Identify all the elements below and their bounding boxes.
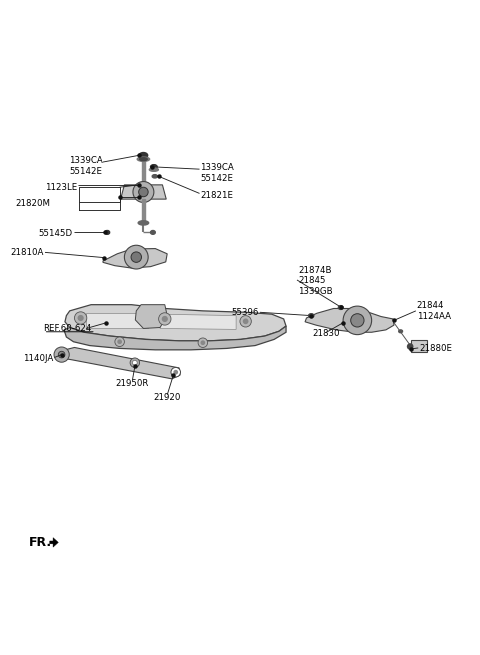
- Ellipse shape: [338, 306, 343, 309]
- Polygon shape: [160, 314, 236, 329]
- Circle shape: [351, 314, 364, 327]
- Circle shape: [54, 347, 69, 362]
- Polygon shape: [56, 347, 180, 379]
- Text: 21830: 21830: [312, 329, 340, 338]
- Text: 21950R: 21950R: [116, 379, 149, 388]
- Text: 21821E: 21821E: [201, 191, 233, 200]
- Text: 21880E: 21880E: [419, 345, 452, 354]
- Ellipse shape: [151, 164, 157, 169]
- Circle shape: [131, 252, 142, 263]
- Text: 1123LE: 1123LE: [45, 183, 77, 192]
- Text: 1339CA
55142E: 1339CA 55142E: [201, 163, 234, 183]
- Text: 21920: 21920: [154, 394, 181, 402]
- Circle shape: [343, 306, 372, 335]
- Circle shape: [198, 338, 207, 347]
- Bar: [142, 199, 145, 223]
- Circle shape: [173, 370, 178, 375]
- Text: 1339CA
55142E: 1339CA 55142E: [70, 156, 103, 176]
- Ellipse shape: [105, 231, 109, 234]
- Circle shape: [243, 318, 249, 324]
- Bar: [142, 170, 145, 185]
- Text: 21810A: 21810A: [10, 248, 44, 257]
- Polygon shape: [86, 313, 148, 328]
- Circle shape: [158, 312, 171, 325]
- Circle shape: [78, 315, 84, 321]
- Circle shape: [407, 343, 413, 350]
- Circle shape: [132, 360, 137, 365]
- Polygon shape: [305, 309, 394, 332]
- Ellipse shape: [138, 221, 149, 225]
- Text: 55145D: 55145D: [38, 229, 72, 238]
- Text: 55396: 55396: [231, 308, 259, 317]
- Ellipse shape: [151, 231, 156, 234]
- Text: 21820M: 21820M: [15, 199, 50, 208]
- Ellipse shape: [149, 168, 158, 172]
- Text: 1140JA: 1140JA: [23, 354, 53, 363]
- Text: FR.: FR.: [29, 536, 52, 549]
- Circle shape: [58, 351, 65, 358]
- Ellipse shape: [152, 175, 157, 178]
- Polygon shape: [135, 305, 167, 328]
- Circle shape: [162, 316, 168, 322]
- Circle shape: [74, 312, 87, 324]
- Bar: [142, 159, 145, 170]
- Polygon shape: [103, 248, 167, 268]
- Polygon shape: [64, 326, 286, 350]
- Circle shape: [201, 341, 205, 345]
- Polygon shape: [120, 185, 166, 199]
- Circle shape: [115, 337, 124, 346]
- Circle shape: [117, 339, 122, 344]
- Text: 21844
1124AA: 21844 1124AA: [417, 301, 451, 320]
- Ellipse shape: [137, 157, 150, 161]
- Text: REF.60-624: REF.60-624: [44, 324, 92, 333]
- Circle shape: [139, 187, 148, 196]
- Circle shape: [130, 358, 140, 367]
- Circle shape: [124, 245, 148, 269]
- Circle shape: [171, 367, 180, 377]
- Polygon shape: [65, 305, 286, 341]
- Circle shape: [133, 181, 154, 202]
- Polygon shape: [50, 538, 58, 547]
- Ellipse shape: [309, 314, 314, 318]
- Ellipse shape: [139, 153, 148, 159]
- Ellipse shape: [399, 330, 403, 333]
- Ellipse shape: [140, 158, 147, 160]
- Circle shape: [240, 316, 252, 327]
- Bar: [411, 341, 427, 352]
- Text: 21874B
21845
1339GB: 21874B 21845 1339GB: [298, 266, 333, 296]
